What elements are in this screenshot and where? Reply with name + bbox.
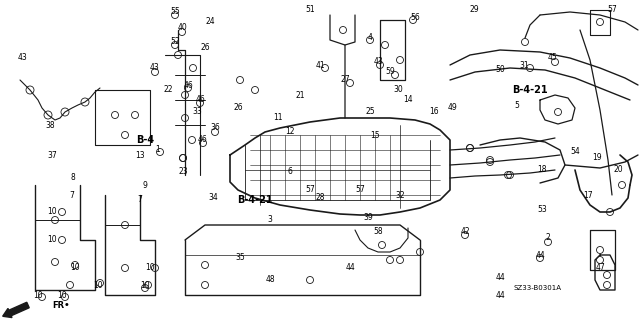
Text: 15: 15 (370, 130, 380, 139)
Text: 56: 56 (410, 13, 420, 23)
Text: 47: 47 (595, 263, 605, 272)
Text: 10: 10 (93, 280, 103, 290)
Text: 28: 28 (316, 194, 324, 203)
Text: 46: 46 (195, 95, 205, 105)
Text: 44: 44 (345, 263, 355, 272)
Text: 55: 55 (170, 8, 180, 17)
Text: 3: 3 (268, 216, 273, 225)
Text: 20: 20 (613, 166, 623, 174)
Text: 38: 38 (45, 121, 55, 130)
Text: 4: 4 (367, 33, 372, 42)
Text: 29: 29 (469, 5, 479, 14)
Text: 42: 42 (460, 227, 470, 236)
Text: B-4-21: B-4-21 (512, 85, 548, 95)
Text: 57: 57 (607, 5, 617, 14)
Text: 10: 10 (57, 291, 67, 300)
Text: 35: 35 (235, 254, 245, 263)
Text: 51: 51 (305, 5, 315, 14)
Text: 31: 31 (519, 61, 529, 70)
Text: 34: 34 (208, 194, 218, 203)
Text: 50: 50 (495, 65, 505, 75)
Text: 25: 25 (365, 108, 375, 116)
Text: B-4: B-4 (136, 135, 154, 145)
Text: 10: 10 (47, 235, 57, 244)
Text: 33: 33 (192, 108, 202, 116)
Text: 19: 19 (592, 153, 602, 162)
Text: 12: 12 (285, 128, 295, 137)
Text: 59: 59 (385, 68, 395, 77)
Text: 36: 36 (210, 123, 220, 132)
Text: 41: 41 (315, 61, 325, 70)
Text: 11: 11 (273, 114, 283, 122)
Text: 18: 18 (537, 166, 547, 174)
Text: 44: 44 (495, 291, 505, 300)
Text: 43: 43 (373, 57, 383, 66)
Text: 7: 7 (138, 196, 143, 204)
Text: 48: 48 (265, 276, 275, 285)
Text: 10: 10 (33, 291, 43, 300)
Text: 10: 10 (140, 280, 150, 290)
Text: 10: 10 (145, 263, 155, 272)
Text: 54: 54 (570, 147, 580, 157)
Text: 2: 2 (546, 234, 550, 242)
Text: 22: 22 (163, 85, 173, 94)
Text: 13: 13 (135, 151, 145, 160)
Text: 32: 32 (395, 190, 405, 199)
Text: FR•: FR• (52, 300, 70, 309)
Text: 10: 10 (70, 263, 80, 272)
Text: 26: 26 (233, 103, 243, 113)
Text: 46: 46 (198, 136, 208, 145)
Text: 14: 14 (403, 95, 413, 105)
Text: 49: 49 (447, 103, 457, 113)
Text: 23: 23 (178, 167, 188, 176)
Text: 58: 58 (373, 227, 383, 236)
Text: 40: 40 (177, 24, 187, 33)
Text: 45: 45 (547, 54, 557, 63)
FancyArrow shape (3, 302, 29, 318)
Text: 5: 5 (515, 100, 520, 109)
Text: 44: 44 (495, 273, 505, 283)
Text: 37: 37 (47, 151, 57, 160)
Text: 27: 27 (340, 76, 350, 85)
Text: 57: 57 (355, 186, 365, 195)
Text: SZ33-B0301A: SZ33-B0301A (514, 285, 562, 291)
Text: 46: 46 (183, 80, 193, 90)
Text: 44: 44 (535, 250, 545, 259)
Text: 21: 21 (295, 91, 305, 100)
Text: 9: 9 (143, 181, 147, 189)
Text: 43: 43 (17, 54, 27, 63)
Text: 16: 16 (429, 108, 439, 116)
Text: 39: 39 (363, 213, 373, 222)
Text: 30: 30 (393, 85, 403, 94)
Text: 8: 8 (70, 174, 76, 182)
Text: 52: 52 (170, 38, 180, 47)
Text: 24: 24 (205, 18, 215, 26)
Text: 6: 6 (287, 167, 292, 176)
Text: B-4-21: B-4-21 (237, 195, 273, 205)
Text: 53: 53 (537, 205, 547, 214)
Text: 17: 17 (583, 190, 593, 199)
Text: 10: 10 (47, 207, 57, 217)
Text: 7: 7 (70, 190, 74, 199)
Text: 1: 1 (156, 145, 161, 154)
Text: 26: 26 (200, 43, 210, 53)
Text: 57: 57 (305, 186, 315, 195)
Text: 43: 43 (150, 63, 160, 72)
